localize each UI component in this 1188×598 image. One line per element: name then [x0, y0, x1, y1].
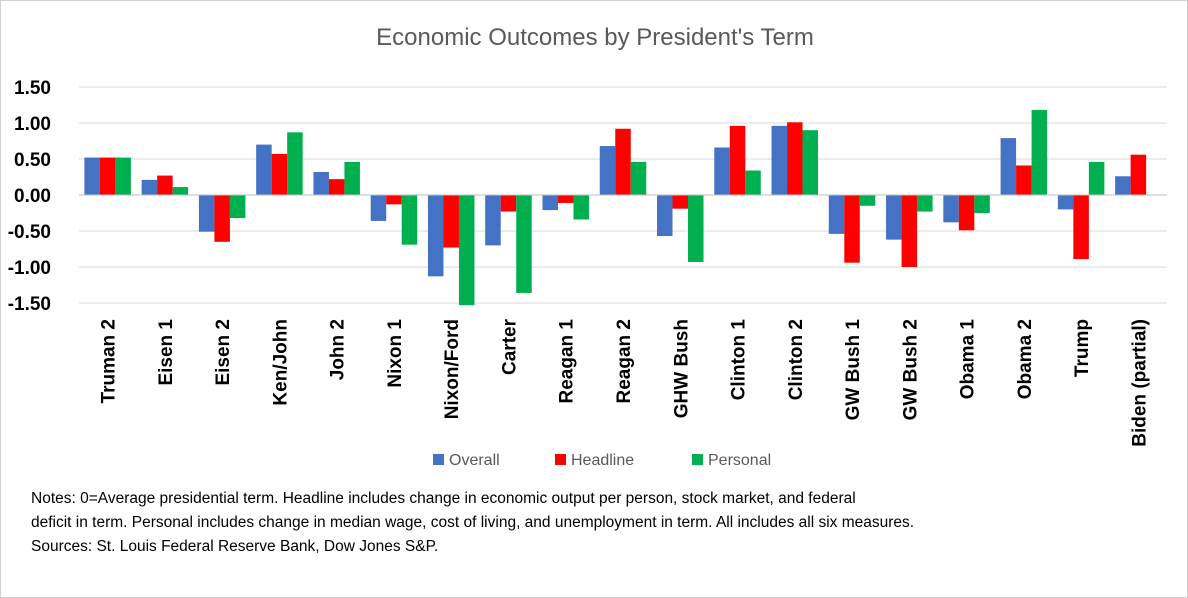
- bar-personal: [917, 195, 933, 212]
- bar-headline: [787, 122, 803, 195]
- bar-overall: [714, 147, 730, 195]
- bar-headline: [157, 175, 173, 195]
- x-tick-label: Biden (partial): [1129, 319, 1150, 447]
- bar-overall: [1000, 138, 1017, 195]
- x-tick-label: Eisen 2: [213, 319, 234, 386]
- x-tick-label: Clinton 2: [786, 319, 807, 400]
- bar-personal: [974, 195, 990, 213]
- bar-headline: [901, 195, 918, 267]
- bar-overall: [370, 195, 387, 221]
- legend-label-personal: Personal: [708, 452, 771, 469]
- x-tick-label: Obama 1: [958, 319, 979, 400]
- bar-overall: [886, 195, 902, 240]
- bar-overall: [657, 195, 673, 237]
- bar-overall: [485, 195, 501, 246]
- bar-personal: [401, 195, 418, 245]
- x-tick-label: Ken/John: [270, 319, 291, 406]
- legend-swatch-headline: [555, 454, 566, 465]
- bar-chart: Economic Outcomes by President's Term 1.…: [8, 24, 1167, 469]
- bar-headline: [99, 157, 116, 195]
- x-tick-label: Obama 2: [1015, 319, 1036, 399]
- y-tick-label: 1.50: [14, 78, 51, 99]
- bar-headline: [214, 195, 230, 242]
- bar-overall: [313, 171, 329, 195]
- bar-headline: [1130, 154, 1147, 195]
- bar-personal: [458, 195, 475, 306]
- bar-overall: [141, 179, 158, 195]
- bar-headline: [615, 128, 631, 195]
- y-tick-label: 1.00: [14, 114, 51, 135]
- bar-personal: [1088, 161, 1105, 195]
- bar-headline: [386, 195, 402, 205]
- x-tick-label: Nixon 1: [385, 319, 406, 388]
- bar-headline: [443, 195, 459, 248]
- bar-personal: [859, 195, 876, 206]
- bar-overall: [198, 195, 215, 232]
- bar-headline: [500, 195, 517, 212]
- legend-label-headline: Headline: [571, 452, 634, 469]
- bar-personal: [630, 161, 647, 195]
- x-tick-label: Trump: [1072, 319, 1093, 377]
- x-tick-label: Truman 2: [99, 319, 120, 403]
- y-tick-label: 0.00: [14, 186, 51, 207]
- sources-line: Sources: St. Louis Federal Reserve Bank,…: [31, 538, 439, 555]
- bar-personal: [802, 130, 819, 195]
- bar-personal: [745, 170, 761, 195]
- bar-personal: [688, 195, 704, 262]
- bar-overall: [256, 144, 272, 195]
- x-tick-label: Clinton 1: [729, 319, 750, 401]
- legend-swatch-personal: [692, 454, 703, 465]
- x-tick-label: Nixon/Ford: [442, 319, 463, 419]
- legend-swatch-overall: [433, 454, 444, 465]
- bar-personal: [172, 187, 189, 195]
- bar-headline: [271, 153, 288, 195]
- bar-personal: [516, 195, 532, 293]
- bar-overall: [427, 195, 444, 277]
- bar-personal: [115, 157, 131, 195]
- y-tick-label: -1.50: [8, 294, 51, 315]
- bar-overall: [1115, 176, 1131, 195]
- y-tick-label: 0.50: [14, 150, 51, 171]
- bar-headline: [1016, 165, 1032, 195]
- bar-overall: [943, 195, 959, 223]
- x-tick-label: GW Bush 2: [900, 319, 921, 420]
- bar-overall: [1057, 195, 1074, 210]
- y-tick-label: -1.00: [8, 258, 51, 279]
- y-tick-label: -0.50: [8, 222, 51, 243]
- bar-personal: [344, 161, 360, 195]
- x-axis-category-labels: Truman 2 Eisen 1 Eisen 2 Ken/John John 2 Nixo…: [99, 318, 1151, 446]
- x-tick-label: GHW Bush: [671, 319, 692, 418]
- chart-notes: Notes: 0=Average presidential term. Head…: [31, 487, 1151, 559]
- bar-headline: [328, 179, 345, 195]
- bar-headline: [1073, 195, 1089, 260]
- x-tick-label: Reagan 1: [557, 319, 578, 404]
- bar-headline: [958, 195, 975, 231]
- bar-overall: [828, 195, 845, 234]
- x-tick-label: John 2: [328, 319, 349, 380]
- bar-overall: [771, 125, 788, 195]
- x-tick-label: Eisen 1: [156, 319, 177, 386]
- legend-label-overall: Overall: [449, 452, 500, 469]
- bar-overall: [599, 146, 616, 195]
- x-tick-label: Reagan 2: [614, 319, 635, 403]
- bars: [84, 110, 1147, 306]
- bar-personal: [1031, 110, 1048, 195]
- y-axis-tick-labels: 1.50 1.00 0.50 0.00 -0.50 -1.00 -1.50: [8, 78, 51, 315]
- bar-headline: [729, 125, 746, 195]
- bar-headline: [844, 195, 860, 263]
- bar-personal: [287, 132, 303, 195]
- bar-personal: [573, 195, 589, 220]
- notes-line-1: Notes: 0=Average presidential term. Head…: [31, 490, 856, 507]
- x-tick-label: Carter: [499, 318, 520, 375]
- notes-line-2: deficit in term. Personal includes chang…: [31, 514, 915, 531]
- x-tick-label: GW Bush 1: [843, 319, 864, 421]
- chart-title: Economic Outcomes by President's Term: [376, 24, 814, 51]
- bar-headline: [672, 195, 689, 209]
- bar-overall: [542, 195, 558, 211]
- legend: Overall Headline Personal: [433, 452, 771, 469]
- bar-headline: [557, 195, 574, 203]
- bar-personal: [229, 195, 246, 219]
- bar-overall: [84, 157, 100, 195]
